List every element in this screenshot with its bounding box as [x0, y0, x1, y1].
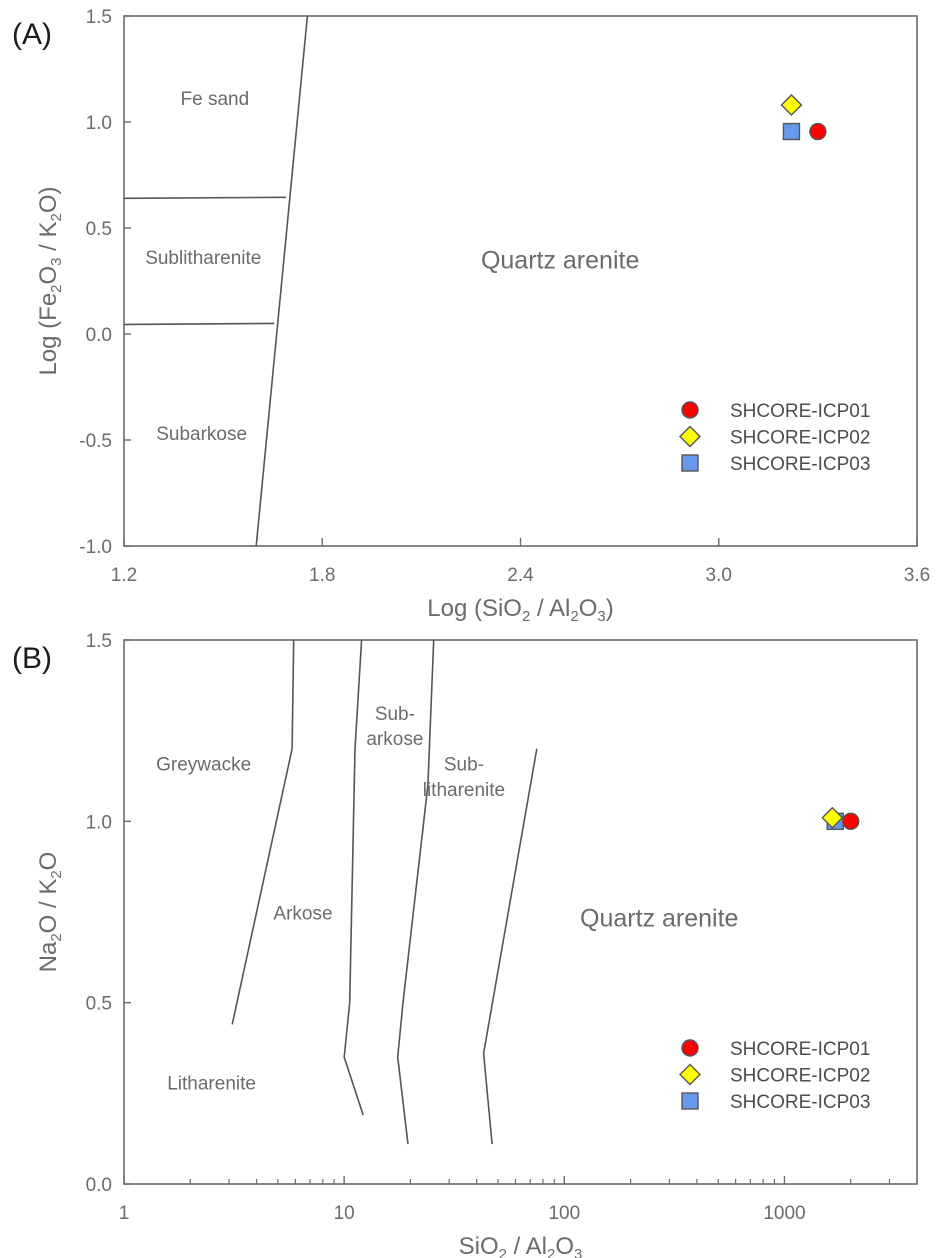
panel-a: (A) 1.5 1.0 0.5 0.0 -0.5 -1.0 1.2 1.8 2.4 3.0 3.6 Lo… [12, 7, 930, 625]
axis-label-part: O) [35, 186, 62, 213]
axis-label-part: / Al [507, 1233, 547, 1258]
y-tick-label: -1.0 [79, 537, 112, 558]
panel-label: (B) [12, 642, 52, 675]
region-label: litharenite [423, 780, 505, 801]
axis-label-part: O [555, 1233, 574, 1258]
region-label: Arkose [273, 903, 332, 924]
legend-marker [681, 1039, 699, 1057]
y-tick-label: 0.0 [86, 1175, 112, 1196]
y-axis-label: Log (Fe2O3 / K2O) [35, 186, 65, 375]
y-tick-label: 0.5 [86, 994, 112, 1015]
axis-label-subscript: 2 [570, 608, 578, 625]
field-boundary [255, 15, 309, 547]
field-boundary [396, 639, 435, 1145]
x-tick-label: 1.2 [111, 565, 137, 586]
axis-label-part: / K [35, 221, 62, 257]
legend-entry: SHCORE-ICP01 [730, 401, 870, 422]
y-tick-label: 1.0 [86, 113, 112, 134]
axis-label-subscript: 2 [547, 1246, 555, 1258]
region-label: Fe sand [181, 89, 250, 110]
axis-label-part: ) [606, 595, 614, 622]
axis-label-part: O [579, 595, 598, 622]
axis-label-subscript: 2 [522, 608, 530, 625]
x-tick-label: 3.0 [706, 565, 732, 586]
region-label: arkose [366, 729, 423, 750]
y-axis-label: Na2O / K2O [35, 852, 65, 973]
axis-label-subscript: 3 [574, 1246, 582, 1258]
y-tick-label: -0.5 [79, 431, 112, 452]
x-tick-label: 3.6 [904, 565, 930, 586]
x-axis-label: SiO2 / Al2O3 [459, 1233, 583, 1258]
axis-label-subscript: 2 [499, 1246, 507, 1258]
axis-label-part: Log (SiO [427, 595, 522, 622]
data-point-circle [842, 812, 860, 831]
region-label: Greywacke [156, 755, 251, 776]
x-tick-label: 1000 [763, 1203, 805, 1224]
data-point-diamond [780, 94, 803, 117]
axis-label-subscript: 2 [48, 213, 65, 221]
panel-label: (A) [12, 18, 52, 51]
legend-marker [679, 425, 701, 448]
region-label: Sub- [444, 755, 484, 776]
region-label: Litharenite [167, 1074, 256, 1095]
x-tick-label: 10 [334, 1203, 355, 1224]
axis-label-part: O [35, 266, 62, 285]
legend-entry: SHCORE-ICP02 [730, 1066, 870, 1087]
legend-marker [681, 401, 699, 419]
region-label: Sublitharenite [145, 248, 261, 269]
region-label: Subarkose [156, 424, 247, 445]
y-tick-label: 1.0 [86, 812, 112, 833]
field-boundary [123, 322, 275, 326]
region-label: Sub- [375, 704, 415, 725]
data-point-diamond [821, 806, 844, 829]
x-tick-label: 1.8 [309, 565, 335, 586]
x-axis-label: Log (SiO2 / Al2O3) [427, 595, 613, 625]
axis-label-part: O / K [35, 879, 62, 934]
axis-label-part: SiO [459, 1233, 499, 1258]
legend-entry: SHCORE-ICP03 [730, 1092, 870, 1113]
axis-label-part: / Al [530, 595, 570, 622]
field-boundary [231, 639, 295, 1025]
field-boundary [482, 748, 538, 1145]
axis-label-part: Log (Fe [35, 293, 62, 376]
axis-label-subscript: 3 [597, 608, 605, 625]
field-boundary [123, 196, 286, 200]
legend-entry: SHCORE-ICP03 [730, 454, 870, 475]
field-boundary [343, 639, 364, 1116]
legend-marker [681, 1092, 699, 1110]
x-tick-label: 100 [548, 1203, 580, 1224]
y-tick-label: 1.5 [86, 7, 112, 28]
legend-entry: SHCORE-ICP02 [730, 428, 870, 449]
legend-marker [679, 1063, 701, 1086]
axis-label-subscript: 2 [48, 870, 65, 878]
x-tick-label: 1 [119, 1203, 130, 1224]
axis-label-subscript: 2 [48, 933, 65, 941]
legend-marker [681, 454, 699, 472]
axis-label-part: Na [35, 941, 62, 972]
y-tick-label: 1.5 [86, 631, 112, 652]
axis-label-part: O [35, 852, 62, 871]
axis-label-subscript: 3 [48, 257, 65, 265]
y-tick-label: 0.5 [86, 219, 112, 240]
plot-frame [123, 639, 918, 1185]
x-tick-label: 2.4 [507, 565, 534, 586]
axis-label-subscript: 2 [48, 284, 65, 292]
legend-entry: SHCORE-ICP01 [730, 1039, 870, 1060]
y-tick-label: 0.0 [86, 325, 112, 346]
data-point-circle [809, 122, 827, 141]
data-point-square [782, 122, 801, 141]
region-label: Quartz arenite [580, 905, 738, 933]
region-label: Quartz arenite [481, 246, 639, 274]
